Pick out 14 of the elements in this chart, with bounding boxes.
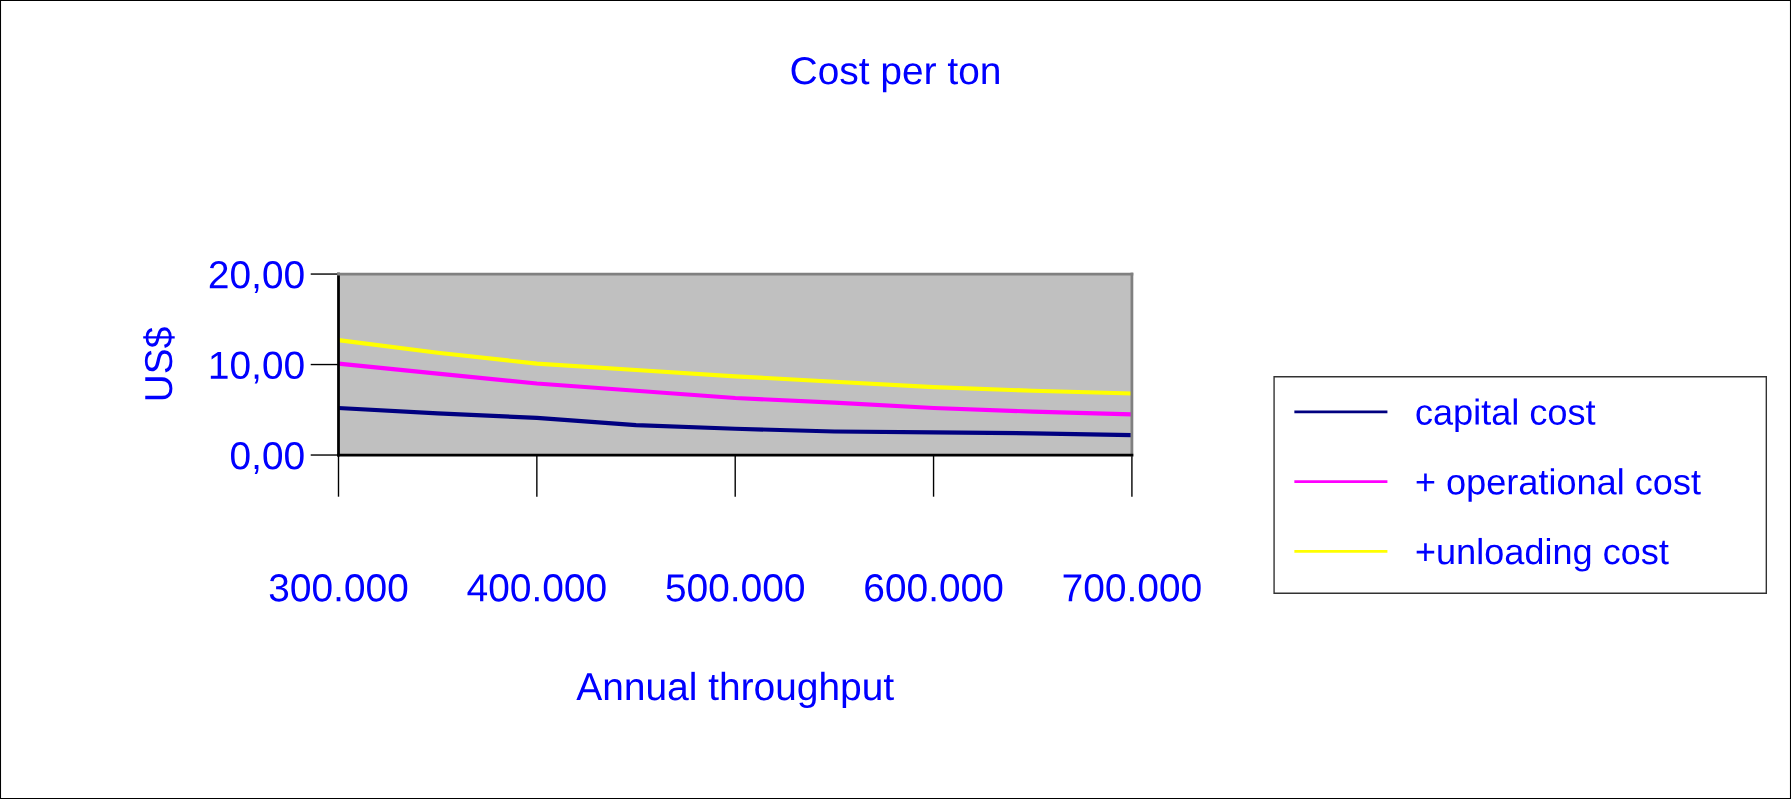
x-tick-label: 700.000 (1063, 574, 1201, 602)
x-tick-label: 400.000 (467, 574, 606, 602)
y-tick-label: 20,00 (209, 260, 304, 294)
y-tick-label: 0,00 (231, 441, 304, 475)
chart-title: Cost per ton (791, 56, 999, 93)
y-axis-title: US$ (143, 327, 175, 400)
y-tick-label: 10,00 (210, 351, 304, 384)
legend-label: + operational cost (1416, 468, 1701, 502)
legend-label: +unloading cost (1416, 537, 1669, 572)
x-axis-title: Annual throughput (576, 671, 894, 709)
x-tick-label: 600.000 (865, 574, 1003, 602)
x-tick-label: 500.000 (666, 574, 804, 602)
x-tick-label: 300.000 (269, 574, 408, 602)
legend-label: capital cost (1416, 398, 1596, 433)
